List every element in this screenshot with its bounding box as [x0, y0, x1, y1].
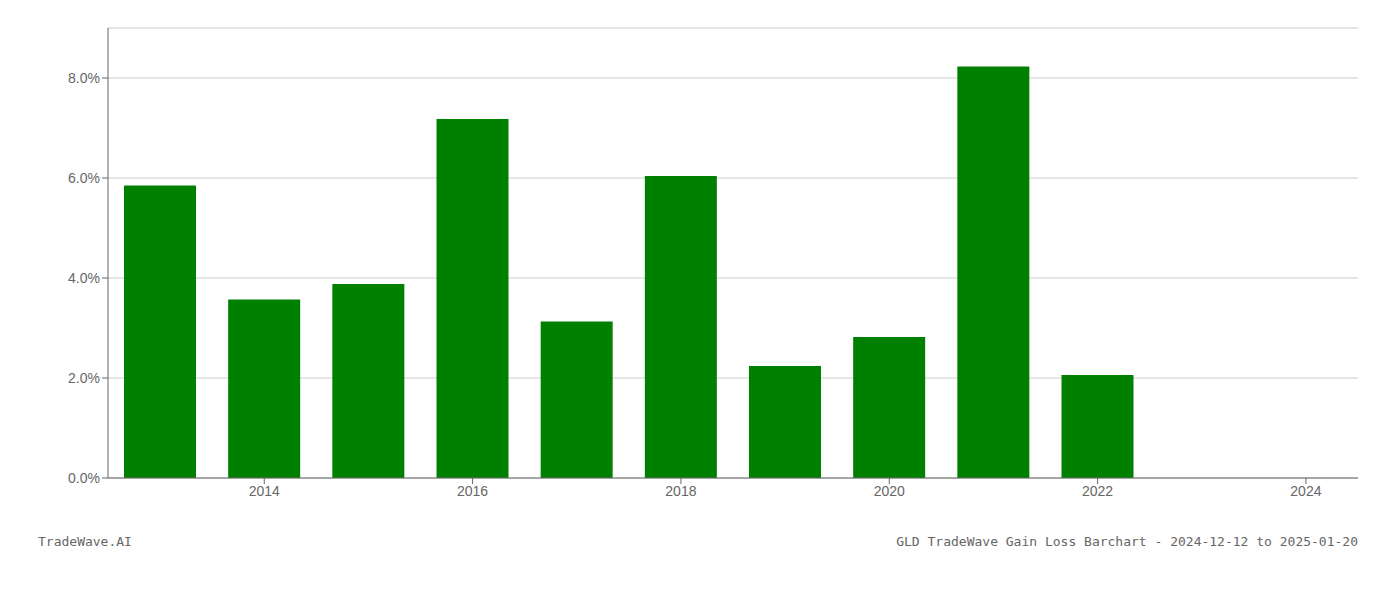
svg-text:6.0%: 6.0%: [68, 170, 100, 186]
svg-text:4.0%: 4.0%: [68, 270, 100, 286]
svg-text:8.0%: 8.0%: [68, 70, 100, 86]
html-text:GLD TradeWave Gain Loss Barcha: GLD TradeWave Gain Loss Barchart - 2024-…: [896, 534, 1358, 549]
svg-text:2014: 2014: [249, 483, 280, 499]
html-text:TradeWave.AI: TradeWave.AI: [38, 534, 132, 549]
svg-text:0.0%: 0.0%: [68, 470, 100, 486]
svg-text:2.0%: 2.0%: [68, 370, 100, 386]
svg-text:2020: 2020: [874, 483, 905, 499]
svg-text:2024: 2024: [1290, 483, 1321, 499]
svg-text:2022: 2022: [1082, 483, 1113, 499]
svg-text:2016: 2016: [457, 483, 488, 499]
svg-text:2018: 2018: [665, 483, 696, 499]
